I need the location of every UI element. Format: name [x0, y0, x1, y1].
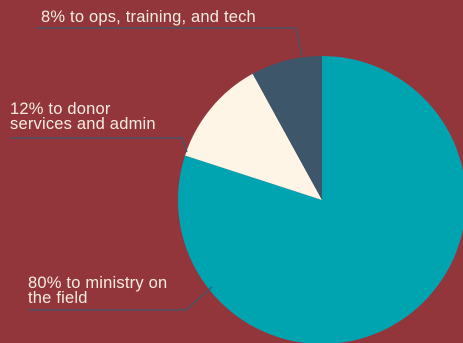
pie-slice-ops	[252, 56, 322, 200]
pie-slice-donor-services	[185, 73, 322, 200]
slice-label-ops: 8% to ops, training, and tech	[41, 8, 256, 26]
slice-label-donor-services: 12% to donor services and admin	[10, 100, 156, 133]
pie-slice-ministry	[178, 56, 463, 343]
leader-line-ops	[36, 27, 303, 57]
leader-line-donor	[10, 137, 188, 153]
slice-label-ministry: 80% to ministry on the field	[28, 274, 168, 307]
leader-line-ministry	[28, 286, 213, 311]
